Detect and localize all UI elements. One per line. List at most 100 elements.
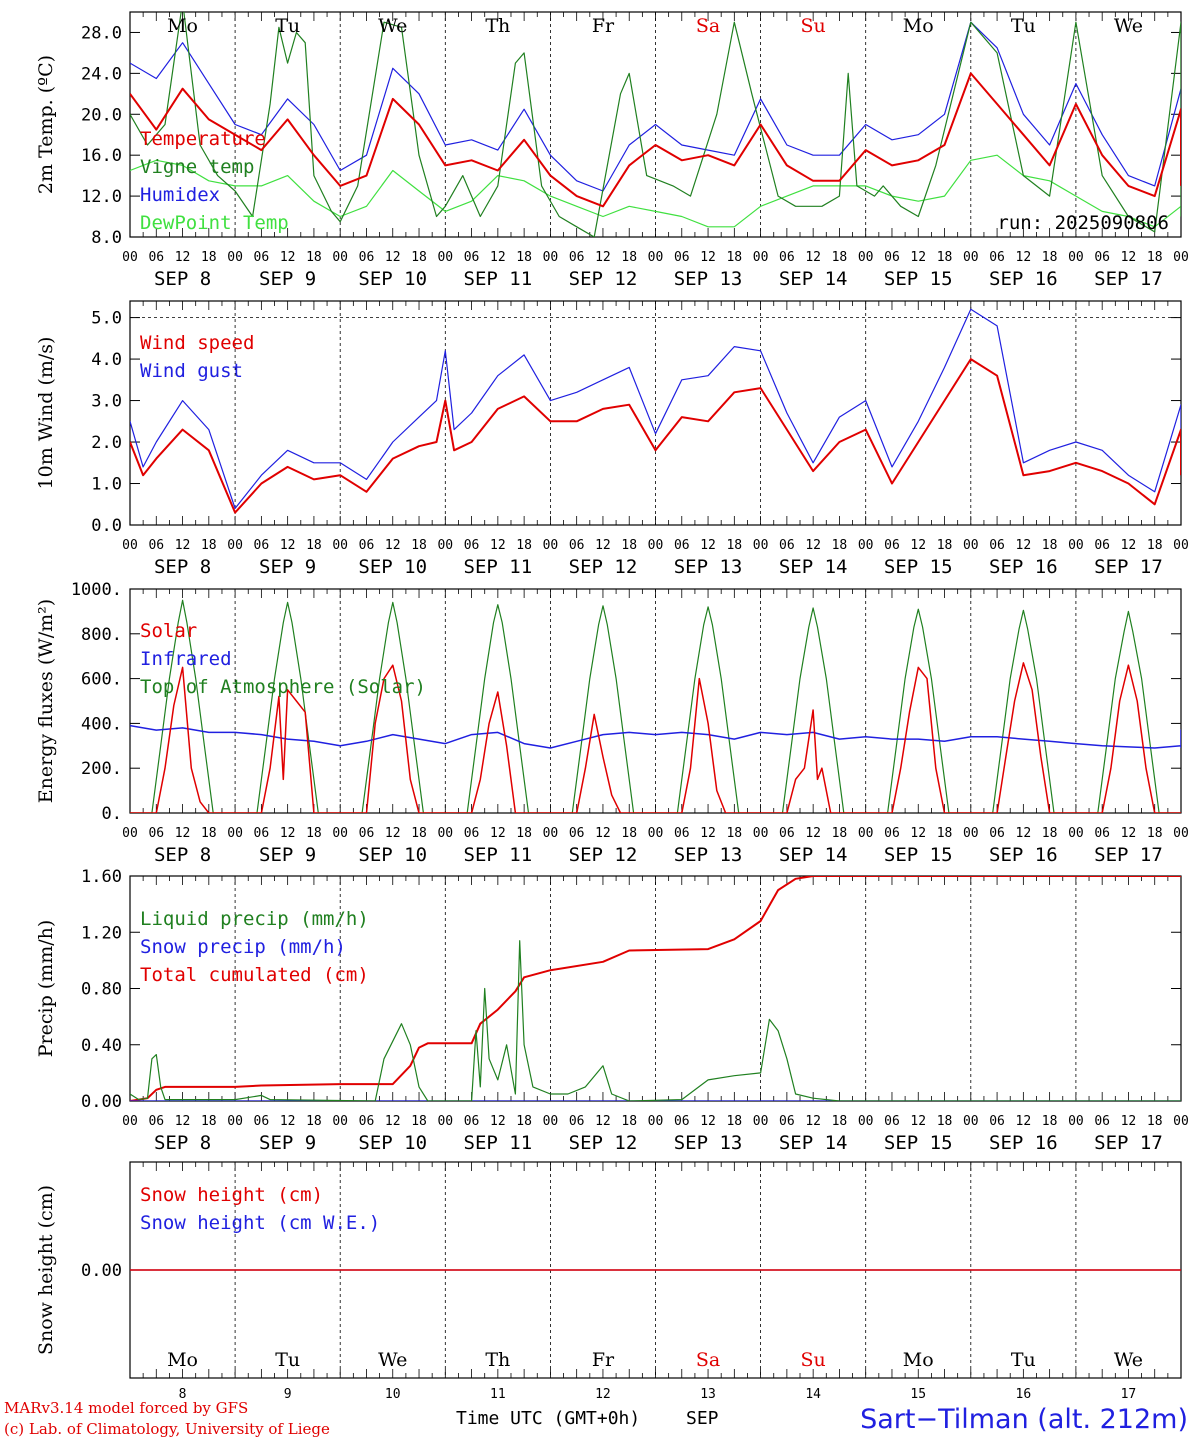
weekday-label: We — [1114, 15, 1143, 37]
hour-label: 12 — [175, 1114, 191, 1129]
date-label: SEP 11 — [464, 556, 533, 578]
hour-label: 00 — [858, 538, 874, 553]
weekday-label: Fr — [592, 15, 615, 37]
series-group — [130, 12, 1181, 237]
series-group — [130, 599, 1181, 813]
hour-label: 06 — [569, 250, 585, 265]
hour-label: 06 — [569, 538, 585, 553]
hour-label: 06 — [148, 250, 164, 265]
panel-energy: 0. 200. 400. 600. 800. 1000. Energy fluxes (W/… — [35, 580, 1189, 866]
weekday-label: Sa — [696, 1349, 720, 1371]
hour-label: 18 — [411, 250, 427, 265]
legend-entry: Snow height (cm W.E.) — [140, 1212, 380, 1234]
y-tick-label: 12.0 — [81, 187, 122, 207]
hour-label: 06 — [989, 1114, 1005, 1129]
hour-label: 06 — [148, 826, 164, 841]
hour-label: 00 — [437, 250, 453, 265]
y-tick-label: 1.0 — [91, 475, 122, 495]
legend-entry: Vigne temp — [140, 156, 254, 178]
weekday-label: We — [378, 1349, 407, 1371]
hour-label: 06 — [569, 1114, 585, 1129]
series-line-total-cumulated-cm- — [130, 876, 1181, 1101]
weekday-label: Sa — [696, 15, 720, 37]
date-label: SEP 17 — [1094, 268, 1163, 290]
hour-label: 06 — [148, 538, 164, 553]
hour-label: 06 — [884, 1114, 900, 1129]
hour-label: 06 — [779, 826, 795, 841]
y-tick-label: 2.0 — [91, 433, 122, 453]
hour-label: 12 — [595, 826, 611, 841]
hour-label: 00 — [543, 826, 559, 841]
series-line-infrared — [130, 724, 1181, 749]
hour-label: 18 — [621, 826, 637, 841]
day-number: 15 — [910, 1387, 926, 1402]
hour-label: 06 — [254, 538, 270, 553]
date-label: SEP 8 — [154, 1132, 211, 1154]
day-number: 17 — [1121, 1387, 1137, 1402]
weekday-label: Th — [485, 1349, 510, 1371]
y-tick-label: 0.80 — [81, 980, 122, 1000]
hour-label: 18 — [937, 250, 953, 265]
hour-label: 12 — [1016, 538, 1032, 553]
hour-label: 06 — [989, 250, 1005, 265]
date-label: SEP 16 — [989, 556, 1058, 578]
y-tick-label: 3.0 — [91, 392, 122, 412]
hour-label: 12 — [595, 538, 611, 553]
time-axis-title: Time UTC (GMT+0h) — [456, 1408, 640, 1429]
hour-label: 12 — [700, 826, 716, 841]
hour-label: 00 — [437, 1114, 453, 1129]
weekday-label: Mo — [903, 15, 934, 37]
date-label: SEP 14 — [779, 268, 848, 290]
y-tick-label: 0.00 — [81, 1092, 122, 1112]
date-label: SEP 13 — [674, 556, 743, 578]
day-number: 8 — [179, 1387, 187, 1402]
hour-label: 06 — [884, 538, 900, 553]
day-number: 11 — [490, 1387, 506, 1402]
hour-label: 18 — [411, 538, 427, 553]
hour-label: 00 — [858, 1114, 874, 1129]
weekday-label: Th — [485, 15, 510, 37]
station-name: Sart−Tilman (alt. 212m) — [860, 1404, 1188, 1435]
hour-label: 00 — [122, 538, 138, 553]
hour-label: 12 — [1121, 1114, 1137, 1129]
hour-label: 12 — [700, 250, 716, 265]
y-axis-label: 10m Wind (m/s) — [35, 337, 57, 490]
hour-label: 00 — [753, 538, 769, 553]
y-tick-label: 0.00 — [81, 1261, 122, 1281]
y-tick-label: 600. — [81, 670, 122, 690]
series-line-dewpoint-temp — [130, 154, 1181, 228]
date-label: SEP 12 — [569, 268, 638, 290]
hour-label: 12 — [490, 538, 506, 553]
date-label: SEP 13 — [674, 844, 743, 866]
hour-label: 06 — [148, 1114, 164, 1129]
weekday-label: Mo — [903, 1349, 934, 1371]
hour-label: 00 — [543, 250, 559, 265]
plot-frame — [129, 300, 1182, 526]
y-tick-label: 20.0 — [81, 105, 122, 125]
hour-label: 06 — [779, 1114, 795, 1129]
date-label: SEP 16 — [989, 1132, 1058, 1154]
y-tick-label: 0.0 — [91, 516, 122, 536]
hour-label: 18 — [937, 538, 953, 553]
y-axis-label: Energy fluxes (W/m²) — [35, 599, 57, 803]
hour-label: 00 — [963, 826, 979, 841]
series-line-wind-gust — [130, 308, 1181, 509]
hour-label: 12 — [1121, 538, 1137, 553]
hour-label: 06 — [464, 826, 480, 841]
weekday-label: Fr — [592, 1349, 615, 1371]
y-tick-label: 1000. — [71, 580, 122, 600]
hour-label: 18 — [411, 826, 427, 841]
hour-label: 18 — [516, 250, 532, 265]
hour-label: 12 — [490, 250, 506, 265]
weekday-label: Mo — [167, 1349, 198, 1371]
hour-label: 12 — [1121, 826, 1137, 841]
date-label: SEP 10 — [358, 1132, 427, 1154]
legend-entry: Solar — [140, 620, 197, 642]
y-tick-label: 1.60 — [81, 867, 122, 887]
hour-label: 18 — [937, 826, 953, 841]
weekday-label: Tu — [1011, 15, 1036, 37]
hour-label: 00 — [543, 1114, 559, 1129]
hour-label: 06 — [254, 250, 270, 265]
hour-label: 06 — [569, 826, 585, 841]
hour-label: 00 — [227, 1114, 243, 1129]
